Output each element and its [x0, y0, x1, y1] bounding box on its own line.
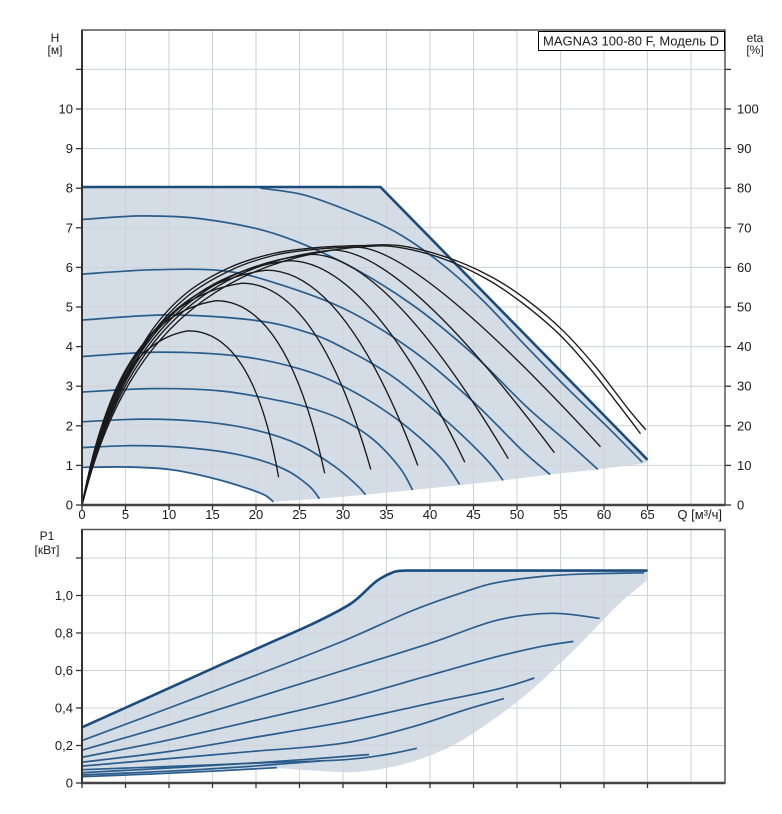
svg-text:9: 9: [66, 141, 73, 156]
svg-text:35: 35: [379, 507, 393, 522]
svg-text:H: H: [51, 31, 60, 45]
svg-text:[%]: [%]: [746, 43, 763, 57]
svg-text:20: 20: [737, 418, 751, 433]
svg-text:4: 4: [66, 339, 73, 354]
svg-text:8: 8: [66, 181, 73, 196]
svg-text:[кВт]: [кВт]: [34, 543, 59, 557]
svg-text:1: 1: [66, 458, 73, 473]
svg-text:3: 3: [66, 379, 73, 394]
svg-text:6: 6: [66, 260, 73, 275]
svg-text:MAGNA3 100-80 F, Модель D: MAGNA3 100-80 F, Модель D: [543, 34, 719, 49]
svg-text:Q [м³/ч]: Q [м³/ч]: [677, 507, 722, 522]
svg-text:25: 25: [292, 507, 306, 522]
svg-text:65: 65: [640, 507, 654, 522]
svg-text:5: 5: [66, 300, 73, 315]
svg-text:0: 0: [737, 498, 744, 513]
svg-text:2: 2: [66, 418, 73, 433]
svg-text:10: 10: [59, 102, 73, 117]
svg-text:0: 0: [78, 507, 85, 522]
svg-text:0,2: 0,2: [55, 738, 73, 753]
svg-text:10: 10: [737, 458, 751, 473]
svg-text:10: 10: [162, 507, 176, 522]
svg-text:20: 20: [249, 507, 263, 522]
svg-text:60: 60: [597, 507, 611, 522]
svg-text:0,4: 0,4: [55, 701, 73, 716]
svg-text:50: 50: [510, 507, 524, 522]
svg-text:P1: P1: [40, 529, 55, 543]
svg-text:45: 45: [466, 507, 480, 522]
svg-text:60: 60: [737, 260, 751, 275]
svg-text:5: 5: [122, 507, 129, 522]
svg-text:7: 7: [66, 220, 73, 235]
svg-text:100: 100: [737, 102, 759, 117]
svg-text:90: 90: [737, 141, 751, 156]
svg-text:55: 55: [553, 507, 567, 522]
svg-text:0,8: 0,8: [55, 626, 73, 641]
svg-text:1,0: 1,0: [55, 588, 73, 603]
svg-text:eta: eta: [747, 31, 764, 45]
svg-text:80: 80: [737, 181, 751, 196]
svg-text:0: 0: [66, 498, 73, 513]
svg-text:0,6: 0,6: [55, 663, 73, 678]
svg-text:30: 30: [336, 507, 350, 522]
svg-text:40: 40: [423, 507, 437, 522]
svg-text:15: 15: [205, 507, 219, 522]
svg-text:40: 40: [737, 339, 751, 354]
svg-text:70: 70: [737, 220, 751, 235]
svg-text:[м]: [м]: [48, 43, 63, 57]
svg-text:0: 0: [66, 776, 73, 791]
svg-text:30: 30: [737, 379, 751, 394]
svg-text:50: 50: [737, 300, 751, 315]
